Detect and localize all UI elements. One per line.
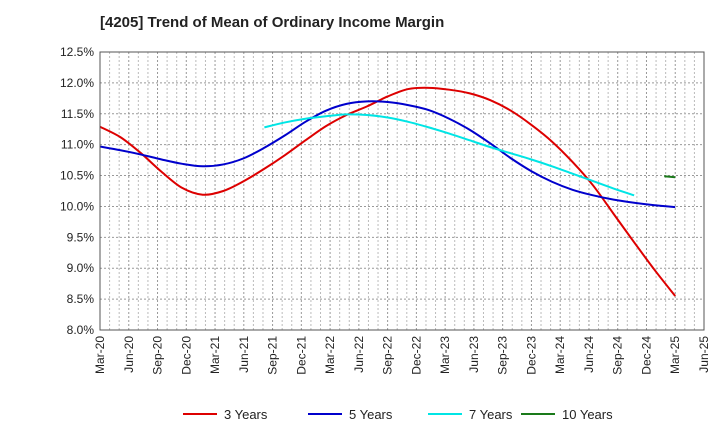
x-tick-label: Dec-20 [179, 336, 193, 375]
x-tick-label: Mar-20 [93, 336, 107, 374]
y-tick-label: 11.5% [61, 107, 94, 121]
x-tick-label: Sep-21 [266, 336, 280, 375]
x-tick-label: Mar-22 [323, 336, 337, 374]
x-tick-label: Jun-23 [467, 336, 481, 373]
series-line-10-years [664, 175, 676, 179]
x-tick-label: Dec-24 [639, 336, 653, 375]
y-axis-ticks: 8.0% 8.5% 9.0% 9.5% 10.0% 10.5% 11.0% 11.5% 12.0… [60, 45, 94, 337]
x-tick-label: Sep-23 [496, 336, 510, 375]
x-tick-label: Sep-24 [611, 336, 625, 375]
y-tick-label: 12.0% [60, 76, 94, 90]
legend-label: 5 Years [349, 407, 393, 422]
y-tick-label: 8.0% [67, 323, 95, 337]
series-line-3-years [99, 86, 677, 297]
x-tick-label: Dec-22 [409, 336, 423, 375]
chart-title: [4205] Trend of Mean of Ordinary Income … [100, 14, 445, 31]
x-tick-label: Jun-24 [582, 336, 596, 373]
x-axis-ticks: Mar-20 Jun-20 Sep-20 Dec-20 Mar-21 Jun-21 Sep-… [93, 336, 711, 375]
y-tick-label: 10.5% [60, 169, 94, 183]
x-tick-label: Sep-20 [151, 336, 165, 375]
y-tick-label: 8.5% [67, 292, 95, 306]
y-tick-label: 11.0% [61, 138, 94, 152]
series-lines [99, 86, 677, 297]
series-line-5-years [99, 100, 676, 209]
x-tick-label: Jun-22 [352, 336, 366, 373]
x-tick-label: Dec-23 [524, 336, 538, 375]
y-tick-label: 10.0% [60, 199, 94, 213]
x-tick-label: Sep-22 [381, 336, 395, 375]
y-tick-label: 9.0% [67, 261, 95, 275]
plot-frame [99, 51, 705, 331]
x-tick-label: Mar-25 [668, 336, 682, 374]
x-tick-label: Mar-24 [553, 336, 567, 374]
y-tick-label: 12.5% [60, 45, 94, 59]
legend: 3 Years 5 Years 7 Years 10 Years [183, 407, 613, 422]
x-tick-label: Jun-25 [697, 336, 711, 373]
y-tick-label: 9.5% [67, 230, 95, 244]
legend-label: 3 Years [224, 407, 268, 422]
x-tick-label: Jun-21 [237, 336, 251, 373]
plot-background [100, 52, 704, 330]
series-line-7-years [264, 113, 635, 197]
legend-label: 10 Years [562, 407, 613, 422]
x-tick-label: Mar-23 [438, 336, 452, 374]
x-tick-label: Jun-20 [122, 336, 136, 373]
legend-label: 7 Years [469, 407, 513, 422]
x-tick-label: Dec-21 [294, 336, 308, 375]
x-tick-label: Mar-21 [208, 336, 222, 374]
